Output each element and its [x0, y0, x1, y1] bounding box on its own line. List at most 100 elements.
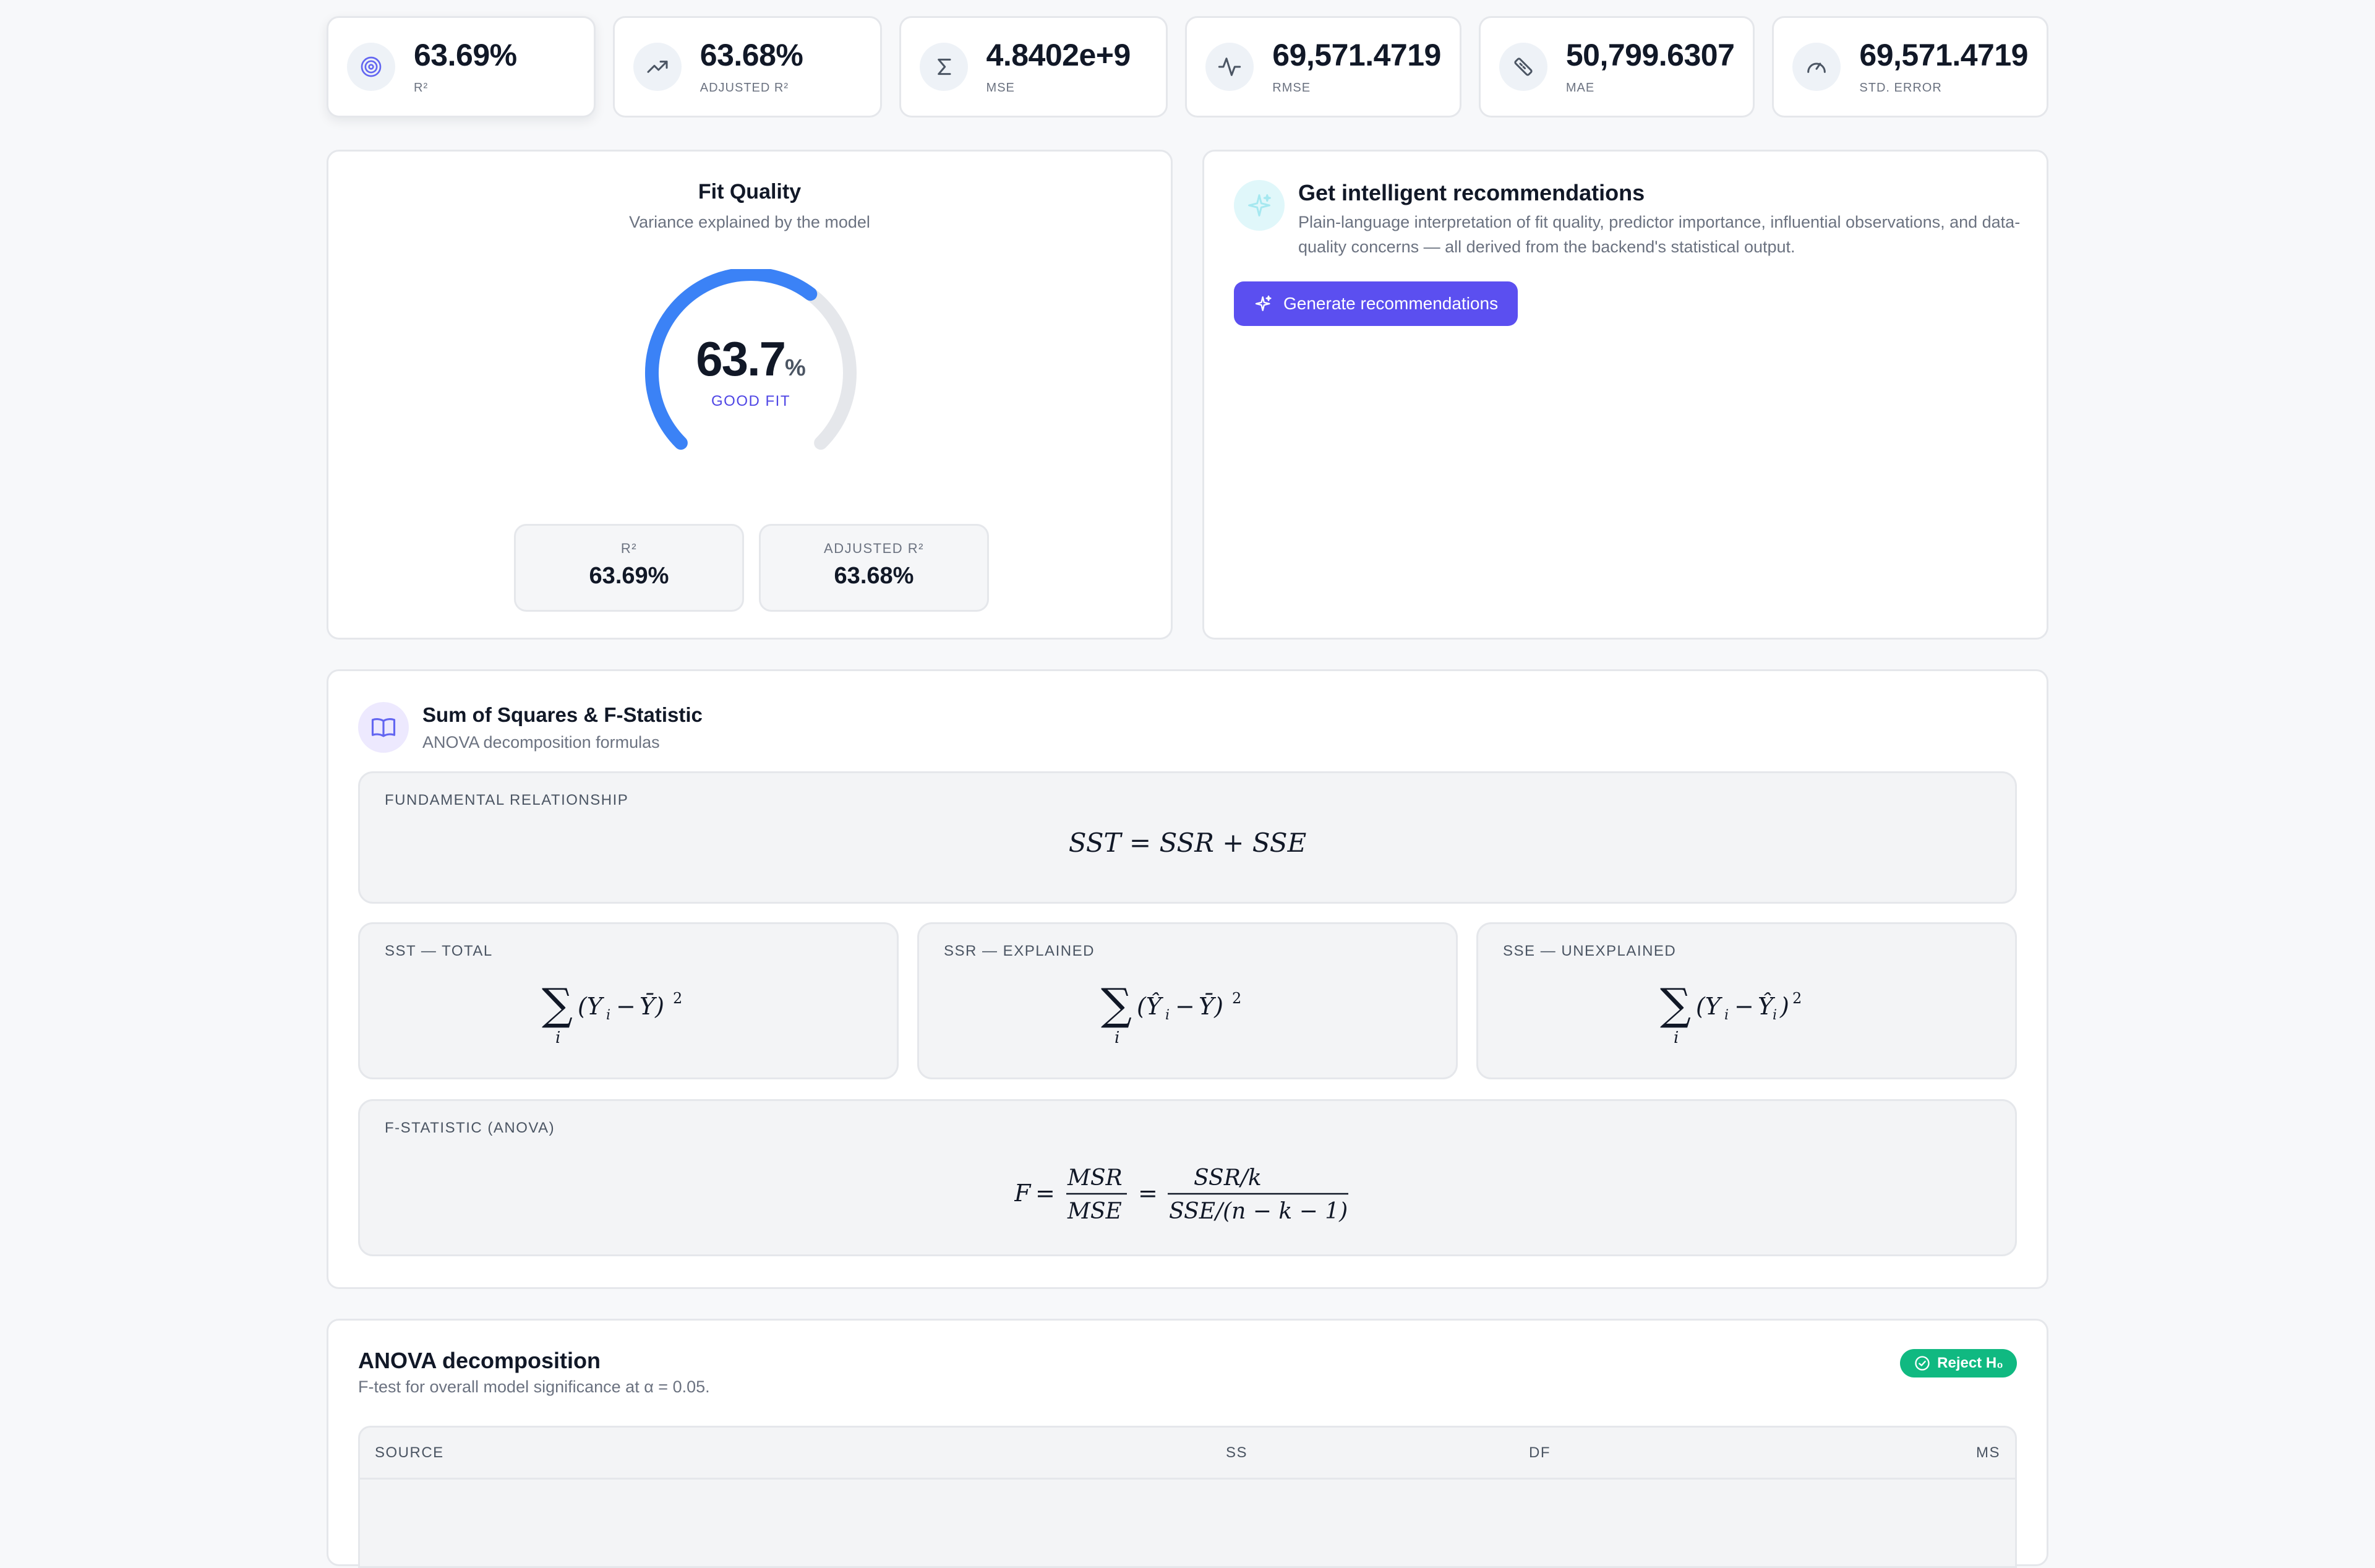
metric-card-mae[interactable]: 50,799.6307 MAE — [1478, 16, 1755, 118]
adjusted-r2-summary: ADJUSTED R² 63.68% — [759, 524, 989, 612]
r2-summary: R² 63.69% — [514, 524, 744, 612]
sum-of-squares-subtitle: ANOVA decomposition formulas — [422, 733, 660, 752]
f-statistic-formula: F = MSR MSE = SSR/k SSE/(n − k − 1) — [360, 1150, 2015, 1237]
anova-table-header: SOURCE SS DF MS — [360, 1428, 2015, 1480]
metric-value: 69,571.4719 — [1272, 38, 1441, 72]
significance-badge: Reject H₀ — [1900, 1349, 2017, 1377]
svg-text:i: i — [1165, 1008, 1170, 1023]
activity-icon — [1205, 43, 1254, 91]
svg-text:MSR: MSR — [1067, 1165, 1123, 1191]
metric-card-std-error[interactable]: 69,571.4719 STD. ERROR — [1772, 16, 2048, 118]
ssr-formula: ∑ i (Ŷ i − Ȳ) 2 — [919, 980, 1456, 1048]
ssr-label: SSR — EXPLAINED — [944, 943, 1095, 959]
svg-text:∑: ∑ — [542, 980, 573, 1030]
fit-quality-card: Fit Quality Variance explained by the mo… — [327, 150, 1173, 640]
anova-subtitle: F-test for overall model significance at… — [358, 1377, 710, 1396]
sparkles-icon — [1234, 180, 1285, 231]
svg-text:−: − — [1734, 993, 1754, 1020]
gauge-unit: % — [785, 355, 806, 381]
metric-card-adjusted-r2[interactable]: 63.68% ADJUSTED R² — [612, 16, 882, 118]
svg-text:i: i — [1773, 1008, 1777, 1023]
anova-table: SOURCE SS DF MS — [358, 1426, 2017, 1568]
svg-text:i: i — [1724, 1008, 1729, 1023]
sparkles-icon — [1255, 295, 1272, 311]
sst-label: SST — TOTAL — [385, 943, 493, 959]
svg-text:−: − — [1175, 993, 1195, 1020]
metric-card-mse[interactable]: 4.8402e+9 MSE — [899, 16, 1168, 118]
gauge-value: 63.7% — [638, 331, 864, 387]
metric-value: 63.68% — [700, 38, 803, 72]
svg-text:i: i — [1115, 1029, 1119, 1047]
svg-text:=: = — [1138, 1180, 1158, 1207]
metric-value: 69,571.4719 — [1859, 38, 2028, 72]
metric-label: MSE — [986, 81, 1015, 95]
gauge-fill — [644, 267, 818, 450]
sse-formula: ∑ i (Y i − Ŷ i ) 2 — [1478, 980, 2015, 1048]
sse-label: SSE — UNEXPLAINED — [1503, 943, 1677, 959]
gauge-icon — [1792, 43, 1841, 91]
ruler-icon — [1499, 43, 1547, 91]
metric-value: 63.69% — [414, 38, 517, 72]
svg-text:∑: ∑ — [1660, 980, 1691, 1030]
svg-text:(Y: (Y — [1696, 993, 1723, 1020]
metric-label: MAE — [1565, 81, 1595, 95]
recommendations-description: Plain-language interpretation of fit qua… — [1298, 213, 2021, 256]
metric-label: R² — [414, 81, 429, 95]
svg-text:(Y: (Y — [578, 993, 605, 1020]
svg-text:2: 2 — [673, 990, 682, 1007]
r2-summary-value: 63.69% — [589, 563, 669, 589]
column-header-ms[interactable]: MS — [1976, 1444, 2000, 1461]
fundamental-formula: SST = SSR + SSE — [1068, 828, 1307, 858]
book-icon — [358, 702, 409, 753]
svg-text:−: − — [616, 993, 636, 1020]
svg-text:Ȳ): Ȳ) — [640, 993, 664, 1020]
metric-label: RMSE — [1272, 81, 1311, 95]
r2-summary-label: R² — [620, 541, 638, 556]
fundamental-relationship-label: FUNDAMENTAL RELATIONSHIP — [385, 792, 629, 808]
generate-recommendations-label: Generate recommendations — [1283, 294, 1499, 313]
gauge-arc — [644, 267, 857, 450]
anova-card: ANOVA decomposition F-test for overall m… — [327, 1319, 2048, 1568]
recommendations-card: Get intelligent recommendations Plain-la… — [1202, 150, 2048, 640]
metric-value: 4.8402e+9 — [986, 38, 1131, 72]
dashboard: 63.69% R² 63.68% ADJUSTED R² 4.8402e+9 M… — [327, 16, 2048, 1568]
column-header-df[interactable]: DF — [1529, 1444, 1551, 1461]
metrics-row: 63.69% R² 63.68% ADJUSTED R² 4.8402e+9 M… — [327, 16, 2048, 118]
fit-quality-title: Fit Quality — [698, 180, 802, 203]
check-circle-icon — [1915, 1356, 1930, 1371]
svg-text:i: i — [1674, 1029, 1679, 1047]
fit-gauge: 63.7% GOOD FIT — [638, 267, 864, 467]
svg-text:(Ŷ: (Ŷ — [1137, 993, 1164, 1020]
sst-box: SST — TOTAL ∑ i (Y i − Ȳ) 2 — [358, 922, 899, 1079]
sum-of-squares-card: Sum of Squares & F-Statistic ANOVA decom… — [327, 669, 2048, 1289]
significance-badge-label: Reject H₀ — [1937, 1355, 2003, 1371]
anova-title: ANOVA decomposition — [358, 1348, 601, 1373]
svg-text:Ȳ): Ȳ) — [1199, 993, 1223, 1020]
adjusted-r2-summary-label: ADJUSTED R² — [824, 541, 924, 556]
adjusted-r2-summary-value: 63.68% — [834, 563, 914, 589]
svg-text:): ) — [1779, 993, 1789, 1020]
f-statistic-box: F-STATISTIC (ANOVA) F = MSR MSE = SSR/k … — [358, 1099, 2017, 1256]
svg-text:SSE/(n − k − 1): SSE/(n − k − 1) — [1169, 1199, 1348, 1224]
svg-text:∑: ∑ — [1101, 980, 1132, 1030]
recommendations-title: Get intelligent recommendations — [1298, 180, 1645, 205]
sse-box: SSE — UNEXPLAINED ∑ i (Y i − Ŷ i ) 2 — [1476, 922, 2017, 1079]
metric-card-rmse[interactable]: 69,571.4719 RMSE — [1185, 16, 1461, 118]
fit-quality-subtitle: Variance explained by the model — [629, 213, 870, 231]
svg-text:=: = — [1035, 1180, 1055, 1207]
svg-text:Ŷ: Ŷ — [1758, 993, 1776, 1020]
svg-text:F: F — [1014, 1180, 1032, 1207]
metric-card-r2[interactable]: 63.69% R² — [327, 16, 596, 118]
trending-up-icon — [633, 43, 682, 91]
svg-text:MSE: MSE — [1067, 1199, 1122, 1224]
svg-text:2: 2 — [1792, 990, 1802, 1007]
gauge-number: 63.7 — [696, 332, 786, 386]
column-header-ss[interactable]: SS — [1226, 1444, 1248, 1461]
svg-text:SSR/k: SSR/k — [1194, 1165, 1262, 1191]
svg-text:i: i — [555, 1029, 560, 1047]
sum-of-squares-title: Sum of Squares & F-Statistic — [422, 703, 703, 726]
column-header-source[interactable]: SOURCE — [375, 1444, 444, 1461]
generate-recommendations-button[interactable]: Generate recommendations — [1234, 281, 1518, 326]
f-statistic-label: F-STATISTIC (ANOVA) — [385, 1120, 555, 1136]
svg-text:2: 2 — [1232, 990, 1241, 1007]
